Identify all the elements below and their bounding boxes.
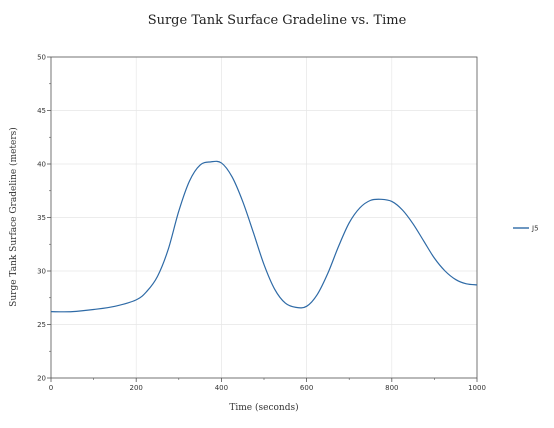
series-line-j5	[50, 160, 478, 313]
chart-title: Surge Tank Surface Gradeline vs. Time	[148, 13, 407, 28]
y-axis-label: Surge Tank Surface Gradeline (meters)	[8, 127, 19, 307]
legend: J5	[513, 225, 539, 233]
y-tick-label: 45	[37, 107, 46, 115]
y-tick-label: 50	[37, 54, 46, 62]
y-tick-label: 40	[37, 161, 46, 169]
x-tick-label: 1000	[468, 384, 486, 392]
y-axis: 20 25 30 35 40 45 50	[37, 54, 51, 383]
y-tick-label: 35	[37, 214, 46, 222]
x-tick-label: 600	[300, 384, 313, 392]
x-tick-label: 800	[385, 384, 398, 392]
y-tick-label: 25	[37, 321, 46, 329]
y-tick-label: 30	[37, 268, 46, 276]
x-axis-label: Time (seconds)	[229, 402, 298, 413]
x-axis: 0 200 400 600 800 1000	[49, 378, 486, 392]
series-group	[50, 160, 478, 313]
x-tick-label: 200	[130, 384, 143, 392]
grid	[50, 56, 478, 379]
x-tick-label: 400	[215, 384, 228, 392]
x-tick-label: 0	[49, 384, 53, 392]
legend-label: J5	[531, 225, 539, 233]
y-tick-label: 20	[37, 375, 46, 383]
